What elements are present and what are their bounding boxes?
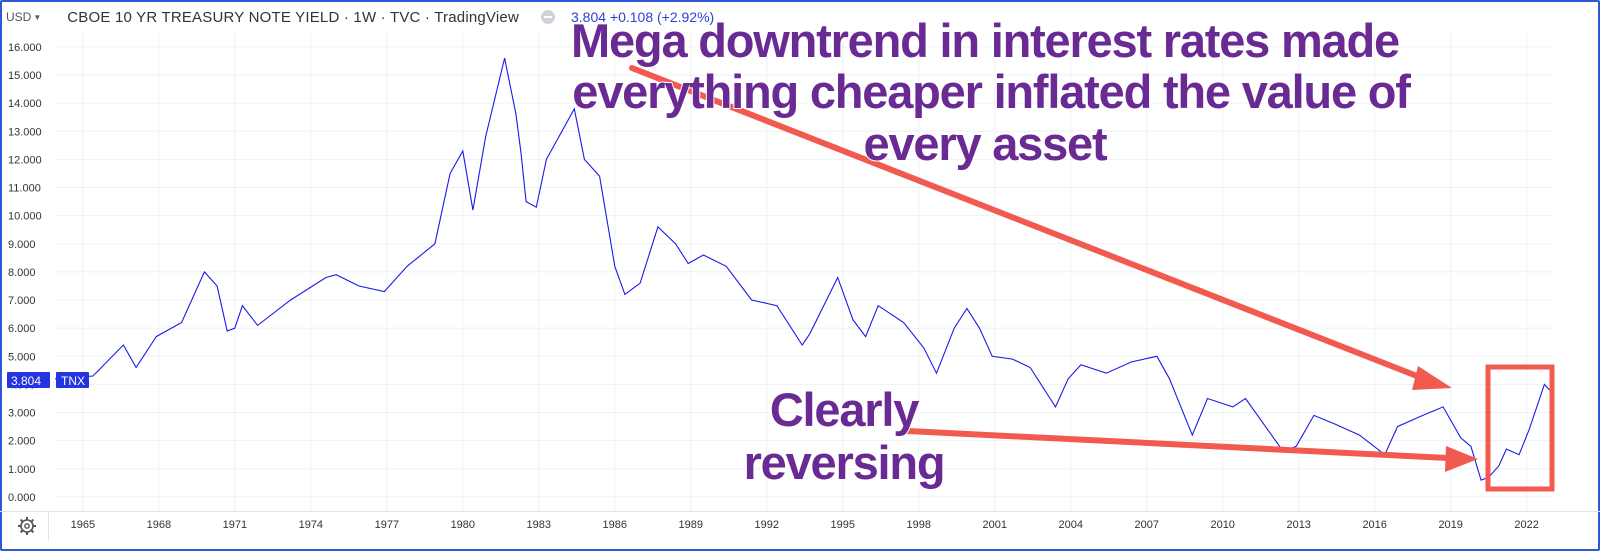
annotation-line-3: every asset xyxy=(864,117,1108,170)
y-tick-label: 13.000 xyxy=(8,126,42,138)
x-tick-label: 1974 xyxy=(299,519,323,531)
x-tick-label: 2001 xyxy=(982,519,1006,531)
y-tick-label: 14.000 xyxy=(8,98,42,110)
annotation-line-4: Clearly xyxy=(770,383,919,436)
y-tick-label: 5.000 xyxy=(8,351,36,363)
y-tick-label: 15.000 xyxy=(8,70,42,82)
x-tick-label: 2010 xyxy=(1210,519,1234,531)
quote-readout: 3.804 +0.108 (+2.92%) xyxy=(570,9,715,25)
y-tick-label: 12.000 xyxy=(8,154,42,166)
settings-divider xyxy=(48,511,49,541)
currency-label: USD xyxy=(6,10,32,24)
series-line xyxy=(54,57,1550,481)
y-tick-label: 0.000 xyxy=(8,492,36,504)
y-tick-label: 7.000 xyxy=(8,295,36,307)
remove-icon[interactable] xyxy=(540,10,555,24)
y-tick-label: 9.000 xyxy=(8,239,36,251)
x-tick-label: 1995 xyxy=(831,519,855,531)
y-tick-label: 8.000 xyxy=(8,267,36,279)
x-tick-label: 1971 xyxy=(223,519,247,531)
symbol-title[interactable]: CBOE 10 YR TREASURY NOTE YIELD · 1W · TV… xyxy=(67,8,519,26)
chevron-down-icon: ▼ xyxy=(33,12,42,22)
chart-header: USD ▼ CBOE 10 YR TREASURY NOTE YIELD · 1… xyxy=(6,6,714,28)
annotation-line-5: reversing xyxy=(744,436,945,489)
y-tick-label: 11.000 xyxy=(8,183,41,195)
x-tick-label: 2007 xyxy=(1134,519,1158,531)
downtrend-arrow xyxy=(629,65,1452,390)
highlight-box xyxy=(1485,364,1555,492)
y-tick-label: 2.000 xyxy=(8,436,36,448)
x-tick-label: 1989 xyxy=(679,519,703,531)
currency-selector[interactable]: USD ▼ xyxy=(6,10,41,24)
x-tick-label: 2019 xyxy=(1438,519,1462,531)
x-tick-label: 1992 xyxy=(755,519,779,531)
x-tick-label: 2004 xyxy=(1058,519,1082,531)
y-tick-label: 6.000 xyxy=(8,323,36,335)
annotation-line-2: everything cheaper inflated the value of xyxy=(572,65,1411,118)
settings-button[interactable] xyxy=(18,517,36,535)
x-tick-label: 1968 xyxy=(147,519,171,531)
price-tag-value: 3.804 xyxy=(11,374,41,388)
x-tick-label: 1980 xyxy=(451,519,475,531)
x-tick-label: 1983 xyxy=(527,519,551,531)
x-tick-label: 2013 xyxy=(1286,519,1310,531)
x-tick-label: 1977 xyxy=(375,519,399,531)
time-axis-divider xyxy=(0,511,1600,512)
annotation-line-1: Mega downtrend in interest rates made xyxy=(571,14,1399,67)
price-tag-symbol: TNX xyxy=(61,374,85,388)
x-tick-label: 1965 xyxy=(71,519,95,531)
y-tick-label: 1.000 xyxy=(8,464,36,476)
y-tick-label: 3.000 xyxy=(8,408,36,420)
y-tick-label: 16.000 xyxy=(8,42,42,54)
x-tick-label: 2016 xyxy=(1362,519,1386,531)
x-tick-label: 1986 xyxy=(603,519,627,531)
price-tag: 3.804 TNX xyxy=(7,372,89,388)
x-tick-label: 1998 xyxy=(907,519,931,531)
reversal-arrow xyxy=(905,428,1478,472)
x-tick-label: 2022 xyxy=(1514,519,1538,531)
y-tick-label: 10.000 xyxy=(8,211,42,223)
